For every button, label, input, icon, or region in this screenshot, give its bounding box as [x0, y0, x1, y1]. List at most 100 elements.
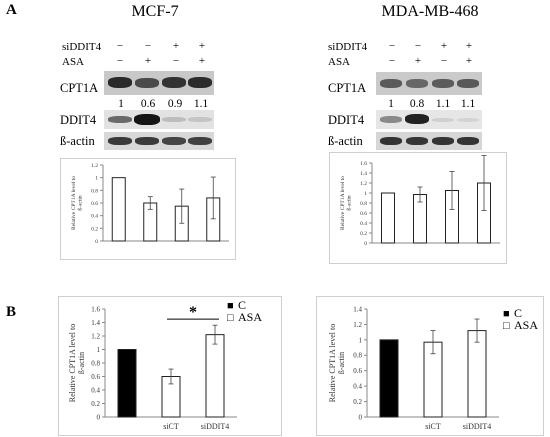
panel-letter-a: A — [6, 2, 17, 18]
mcf7-quant: 0.6 — [140, 98, 156, 110]
y-tick-label: 0 — [97, 413, 101, 421]
mcf7-sym: + — [172, 40, 180, 52]
y-axis-label: Relative CPT1A level to — [328, 324, 337, 402]
mda-sym: − — [388, 55, 396, 67]
mda-sym: + — [465, 40, 473, 52]
y-tick-label: 0.6 — [360, 211, 367, 217]
y-tick-label: 1.4 — [360, 171, 367, 177]
mda-quant: 0.8 — [409, 98, 425, 110]
chart-b-left: 0 0.2 0.4 0.6 0.8 1 1.2 1.4 1.6 Relative CPT1A le… — [68, 298, 262, 431]
legend-label: C — [514, 306, 522, 320]
x-tick-label: siDDIT4 — [463, 422, 491, 431]
y-axis-label: ß-actin — [346, 195, 353, 211]
mda-cond-label-asa: ASA — [328, 56, 351, 68]
mda-sym: + — [414, 55, 422, 67]
mda-blot-label-ddit4: DDIT4 — [328, 113, 365, 127]
y-tick-label: 0.8 — [360, 201, 367, 207]
y-tick-label: 0 — [359, 413, 363, 421]
y-tick-label: 1.6 — [91, 305, 100, 313]
y-tick-label: 1 — [359, 336, 363, 344]
bar — [381, 192, 395, 244]
y-axis-label: Relative CPT1A level to — [68, 324, 77, 402]
mcf7-quant: 0.9 — [167, 98, 183, 110]
y-tick-label: 0.4 — [360, 221, 367, 227]
chart-a-right-frame: 0 0.2 0.4 0.6 0.8 1 1.2 1.4 1.6 Relative CPT1A le… — [329, 152, 507, 264]
mcf7-sym: − — [116, 40, 124, 52]
y-tick-label: 1.4 — [91, 319, 100, 327]
mcf7-cond-label-sidd: siDDIT4 — [62, 41, 102, 53]
y-tick-label: 1.2 — [353, 321, 362, 329]
chart-b-right: 0 0.2 0.4 0.6 0.8 1 1.2 1.4 Relative CPT1A level… — [328, 305, 538, 431]
mda-blot-label-actin: ß-actin — [328, 134, 363, 148]
y-tick-label: 0.2 — [91, 400, 100, 408]
mcf7-blot-label-cpt1a: CPT1A — [60, 81, 99, 95]
bar — [467, 330, 487, 418]
legend-label: ASA — [238, 310, 262, 324]
y-tick-label: 1.4 — [353, 305, 362, 313]
legend-symbol: ■ — [227, 300, 234, 312]
mda-blot-label-cpt1a: CPT1A — [328, 81, 367, 95]
y-tick-label: 0.2 — [360, 231, 367, 237]
y-tick-label: 0.8 — [91, 188, 98, 194]
y-axis-label: ß-actin — [77, 195, 84, 211]
chart-b-right-frame: 0 0.2 0.4 0.6 0.8 1 1.2 1.4 Relative CPT1A level… — [316, 296, 544, 436]
mda-ddit4-blot — [376, 110, 482, 129]
y-tick-label: 0.2 — [91, 226, 98, 232]
y-axis-label: ß-actin — [77, 352, 86, 374]
chart-a-left-frame: 0 0.2 0.4 0.6 0.8 1 1.2 Relative CPT1A level to… — [60, 158, 236, 260]
mda-quant: 1 — [388, 98, 394, 110]
mcf7-cpt1a-blot — [104, 71, 214, 95]
chart-b-left-frame: 0 0.2 0.4 0.6 0.8 1 1.2 1.4 1.6 Relative CPT1A le… — [58, 296, 282, 436]
chart-a-right: 0 0.2 0.4 0.6 0.8 1 1.2 1.4 1.6 Relative CPT1A le… — [340, 155, 500, 247]
mcf7-sym: + — [144, 55, 152, 67]
y-tick-label: 1 — [364, 191, 367, 197]
y-axis-label: Relative CPT1A level to — [340, 176, 346, 230]
legend-symbol: □ — [503, 320, 510, 332]
mcf7-quant: 1 — [118, 98, 124, 110]
x-tick-label: siCT — [425, 422, 441, 431]
y-tick-label: 1 — [95, 176, 98, 182]
y-axis-label: ß-actin — [337, 352, 346, 374]
bar — [111, 177, 126, 242]
x-tick-label: siCT — [163, 422, 179, 431]
y-tick-label: 0.8 — [353, 352, 362, 360]
y-tick-label: 1.2 — [91, 332, 100, 340]
mcf7-blot-label-actin: ß-actin — [60, 134, 95, 148]
legend-symbol: ■ — [503, 308, 510, 320]
x-tick-label: siDDIT4 — [201, 422, 229, 431]
y-tick-label: 1.6 — [360, 161, 367, 167]
mcf7-sym: − — [116, 55, 124, 67]
y-tick-label: 0.6 — [91, 373, 100, 381]
y-tick-label: 0.4 — [353, 383, 362, 391]
y-axis-label: Relative CPT1A level to — [71, 176, 77, 230]
mda-cond-label-sidd: siDDIT4 — [328, 41, 368, 53]
mcf7-title: MCF-7 — [131, 3, 179, 20]
y-tick-label: 0 — [364, 241, 367, 247]
mdamb468-title: MDA-MB-468 — [381, 3, 479, 20]
mda-sym: + — [440, 40, 448, 52]
y-tick-label: 0.6 — [353, 367, 362, 375]
y-tick-label: 0.4 — [91, 214, 98, 220]
mcf7-cond-label-asa: ASA — [62, 56, 85, 68]
bar — [379, 339, 399, 418]
mda-cpt1a-blot — [376, 72, 482, 95]
mcf7-blot-label-ddit4: DDIT4 — [60, 113, 97, 127]
legend-symbol: □ — [227, 312, 234, 324]
y-tick-label: 1 — [97, 346, 101, 354]
legend-label: C — [238, 298, 246, 312]
y-tick-label: 0 — [95, 239, 98, 245]
mcf7-sym: + — [198, 40, 206, 52]
y-tick-label: 0.2 — [353, 398, 362, 406]
y-tick-label: 0.8 — [91, 359, 100, 367]
panel-letter-b: B — [6, 304, 17, 320]
mda-sym: − — [388, 40, 396, 52]
mcf7-actin-blot — [104, 132, 214, 150]
bar — [205, 334, 225, 418]
bar — [117, 349, 137, 418]
mcf7-quant: 1.1 — [193, 98, 209, 110]
mcf7-sym: + — [198, 55, 206, 67]
mda-sym: + — [465, 55, 473, 67]
legend-label: ASA — [514, 318, 538, 332]
y-tick-label: 0.4 — [91, 386, 100, 394]
